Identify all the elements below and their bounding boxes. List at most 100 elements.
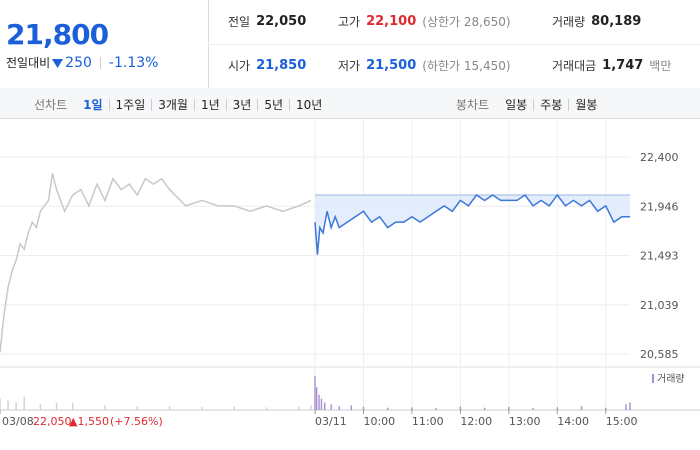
period-tab[interactable]: 3년 xyxy=(225,98,258,111)
volume-bar xyxy=(483,407,486,410)
stat: 거래량 80,189 xyxy=(552,13,641,30)
volume-bar xyxy=(459,406,462,410)
x-tick-label: 14:00 xyxy=(557,415,589,428)
change-label: 전일대비 xyxy=(6,56,51,70)
stat: 저가 21,500 (하한가 15,450) xyxy=(338,57,511,74)
volume-bar xyxy=(310,405,312,410)
candle-tab[interactable]: 주봉 xyxy=(533,98,568,111)
volume-bar xyxy=(7,400,9,410)
down-arrow xyxy=(52,58,64,68)
volume-bar xyxy=(39,404,42,410)
volume-bar xyxy=(104,405,106,410)
volume-bar xyxy=(508,406,510,410)
period-tab[interactable]: 3개월 xyxy=(151,98,194,111)
volume-bar xyxy=(532,408,534,410)
volume-bar xyxy=(323,402,326,410)
period-tab[interactable]: 1주일 xyxy=(108,98,152,111)
stat: 시가 21,850 xyxy=(228,57,306,74)
stat: 전일 22,050 xyxy=(228,13,306,30)
y-tick-label: 21,039 xyxy=(640,299,679,312)
volume-bar xyxy=(318,394,320,410)
volume-bar xyxy=(55,402,58,410)
volume-bar xyxy=(556,407,559,410)
candle-tab[interactable]: 일봉 xyxy=(505,97,528,112)
stat-extra: 백만 xyxy=(649,59,672,73)
volume-bar xyxy=(15,402,17,410)
stat-extra: (하한가 15,450) xyxy=(422,59,511,73)
candle-chart-label[interactable]: 봉차트 xyxy=(456,98,490,112)
volume-bar xyxy=(314,375,316,410)
change-row: 전일대비 250 -1.13% xyxy=(6,54,158,71)
volume-bar xyxy=(320,398,323,410)
stat-label: 고가 xyxy=(338,15,361,29)
volume-bar xyxy=(338,406,340,410)
volume-legend: 거래량 xyxy=(657,373,685,385)
volume-bar xyxy=(71,403,74,410)
volume-bar xyxy=(265,407,268,410)
volume-bar xyxy=(605,407,607,410)
price-line xyxy=(314,193,630,255)
prev-close-change: ▲1,550 xyxy=(69,415,109,428)
stat-label: 거래대금 xyxy=(552,59,597,73)
volume-bar xyxy=(386,407,389,410)
stat-label: 거래량 xyxy=(552,15,586,29)
period-tab[interactable]: 5년 xyxy=(257,98,289,111)
volume-legend-swatch xyxy=(652,374,654,383)
x-tick-label: 15:00 xyxy=(606,415,638,428)
volume-bar xyxy=(411,407,413,410)
y-tick-label: 20,585 xyxy=(640,348,679,361)
volume-bar xyxy=(136,406,139,410)
period-tab[interactable]: 1년 xyxy=(193,98,226,111)
y-tick-label: 22,400 xyxy=(640,151,679,164)
volume-bar xyxy=(362,406,365,410)
price-line xyxy=(0,173,312,353)
volume-bar xyxy=(23,396,25,410)
volume-bar xyxy=(0,398,1,410)
x-tick-label: 12:00 xyxy=(460,415,492,428)
stat-label: 전일 xyxy=(228,15,251,29)
volume-bar xyxy=(233,406,235,410)
stat-value: 80,189 xyxy=(591,14,642,29)
stat: 거래대금 1,747 백만 xyxy=(552,57,671,74)
x-tick-label: 13:00 xyxy=(509,415,541,428)
line-chart-label[interactable]: 선차트 xyxy=(34,98,68,112)
candle-tab[interactable]: 월봉 xyxy=(568,98,603,111)
period-tab[interactable]: 10년 xyxy=(289,98,328,111)
volume-bar xyxy=(350,405,353,410)
volume-bar xyxy=(298,406,300,410)
volume-bar xyxy=(625,404,627,410)
stat-value: 22,050 xyxy=(256,14,307,29)
volume-bar xyxy=(168,406,171,410)
stat-value: 21,500 xyxy=(366,58,417,73)
volume-bar xyxy=(580,406,583,410)
stat-value: 21,850 xyxy=(256,58,307,73)
volume-bar xyxy=(315,387,318,410)
stat-value: 22,100 xyxy=(366,14,417,29)
x-tick-label: 03/11 xyxy=(315,415,347,428)
stat-extra: (상한가 28,650) xyxy=(422,15,511,29)
area-fill xyxy=(315,195,630,255)
x-tick-label: 10:00 xyxy=(363,415,395,428)
y-tick-label: 21,493 xyxy=(640,249,679,262)
stat-label: 저가 xyxy=(338,59,361,73)
y-tick-label: 21,946 xyxy=(640,200,679,213)
change-amount: 250 xyxy=(65,54,92,71)
quote-header: 21,800 전일대비 250 -1.13% 전일 22,050 고가 22,100 (… xyxy=(0,0,700,89)
x-tick-label: 11:00 xyxy=(412,415,444,428)
x-tick-label: 03/08 xyxy=(2,415,34,428)
prev-close-pct: (+7.56%) xyxy=(110,415,163,428)
stat-label: 시가 xyxy=(228,59,251,73)
stat-value: 1,747 xyxy=(602,58,644,73)
prev-close-price: 22,050 xyxy=(33,415,72,428)
change-percent: -1.13% xyxy=(108,54,159,71)
volume-bar xyxy=(629,402,631,410)
volume-bar xyxy=(435,408,437,410)
period-tab[interactable]: 1일 xyxy=(83,97,103,112)
volume-bar xyxy=(330,404,332,410)
current-price: 21,800 xyxy=(6,18,109,51)
volume-bar xyxy=(201,406,203,410)
stat: 고가 22,100 (상한가 28,650) xyxy=(338,13,511,30)
chart-tabs: 선차트 1일 1주일 3개월 1년 3년 5년 10년 봉차트 일봉 주봉 월봉 xyxy=(0,88,700,119)
